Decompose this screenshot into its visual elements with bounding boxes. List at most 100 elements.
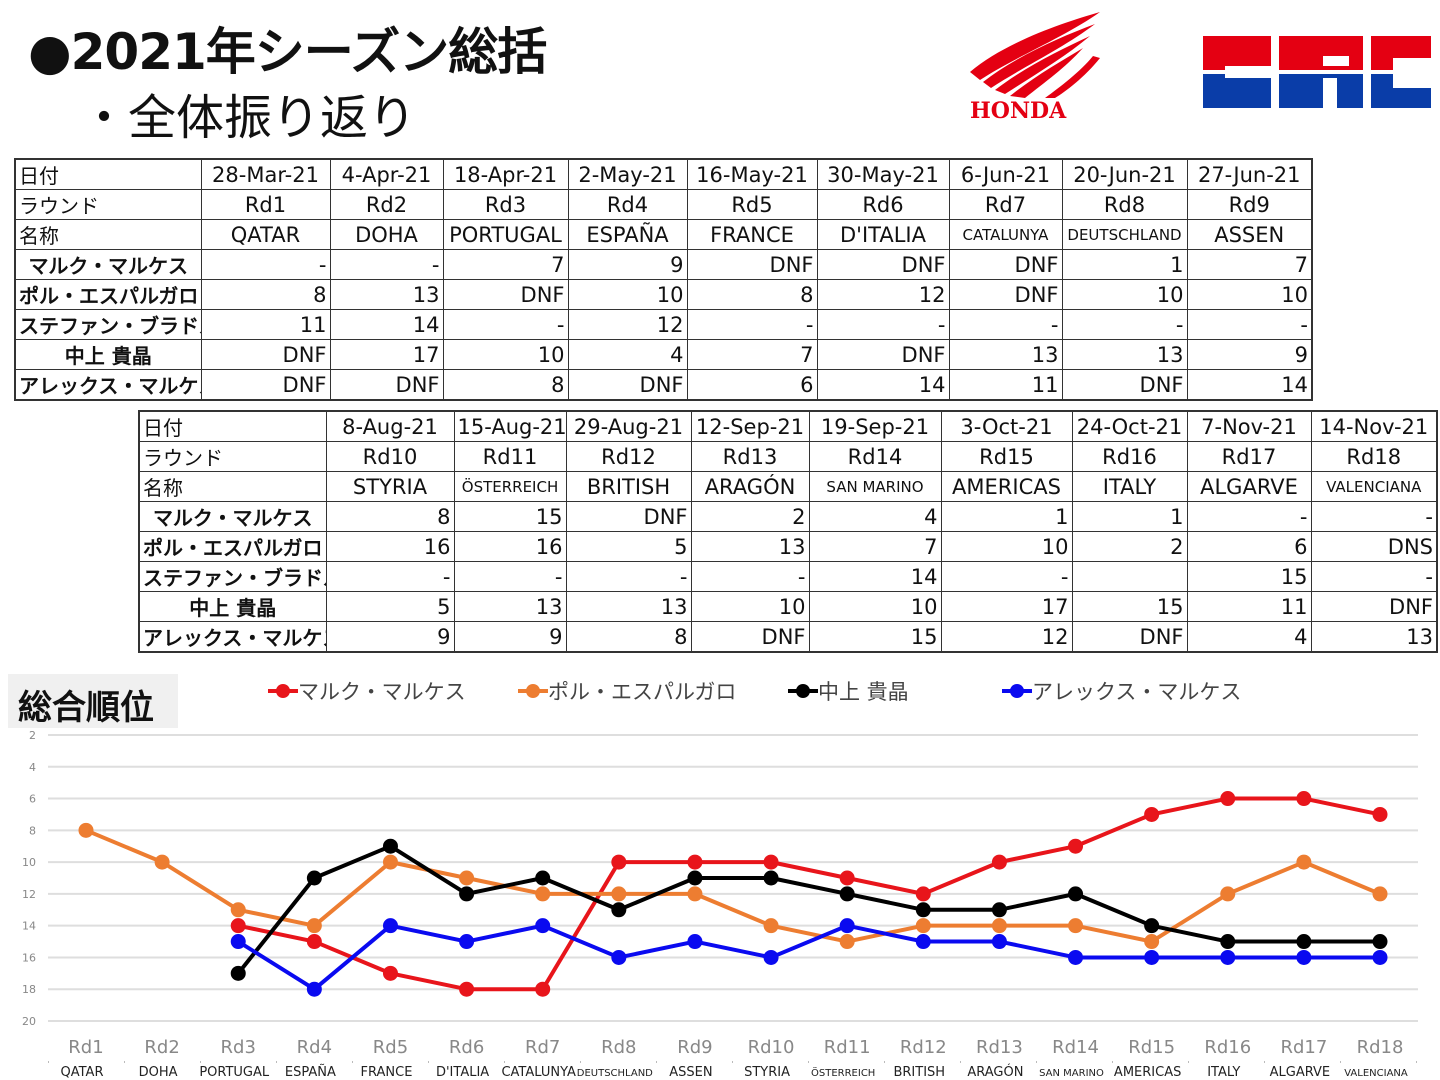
name-cell: ASSEN — [1186, 219, 1313, 250]
data-point — [306, 918, 322, 934]
rider-row: 中上 貴晶 5 13 13 10 10 17 15 11 DNF — [138, 591, 1438, 622]
result-cell: 12 — [940, 621, 1073, 653]
result-cell: 4 — [1186, 621, 1312, 653]
data-point — [306, 981, 322, 997]
x-tick-label: Rd5 — [373, 1037, 408, 1058]
result-cell: 10 — [567, 279, 688, 310]
result-cell: 8 — [565, 621, 692, 653]
x-category-name: ESPAÑA — [285, 1064, 336, 1080]
rider-row: アレックス・マルケス 9 9 8 DNF 15 12 DNF 4 13 — [138, 621, 1438, 653]
x-tick-label: Rd4 — [297, 1037, 332, 1058]
result-cell: 14 — [1186, 369, 1313, 401]
data-point — [382, 838, 398, 854]
x-category-name: SAN MARINO — [1039, 1068, 1104, 1079]
date-cell: 16-May-21 — [686, 158, 818, 190]
data-point — [230, 902, 246, 918]
result-cell: 1 — [1061, 249, 1188, 280]
result-cell: 15 — [1071, 591, 1188, 622]
round-cell: Rd14 — [808, 441, 942, 472]
data-point — [991, 902, 1007, 918]
data-point — [535, 870, 551, 886]
name-cell: BRITISH — [565, 471, 692, 502]
x-tick-label: Rd18 — [1357, 1037, 1404, 1058]
data-point — [915, 918, 931, 934]
data-point — [763, 854, 779, 870]
result-cell: 10 — [808, 591, 942, 622]
data-point — [1144, 949, 1160, 965]
legend-item: マルク・マルケス — [268, 676, 466, 706]
legend-marker-icon — [518, 684, 548, 698]
data-point — [915, 902, 931, 918]
result-cell: 16 — [453, 531, 567, 562]
x-category-name: ÖSTERREICH — [811, 1066, 875, 1079]
data-point — [459, 870, 475, 886]
data-point — [1372, 886, 1388, 902]
name-cell: D'ITALIA — [816, 219, 950, 250]
date-cell: 3-Oct-21 — [940, 410, 1073, 442]
data-point — [1068, 886, 1084, 902]
chart-title-box — [8, 674, 178, 728]
result-cell: 8 — [686, 279, 818, 310]
result-cell: 10 — [690, 591, 810, 622]
result-cell: 5 — [565, 531, 692, 562]
round-cell: Rd10 — [325, 441, 455, 472]
y-tick-label: 18 — [22, 983, 36, 996]
result-cell: 8 — [442, 369, 569, 401]
x-tick-label: Rd9 — [677, 1037, 712, 1058]
series-line-0 — [237, 796, 1381, 992]
x-category-name: QATAR — [61, 1065, 104, 1080]
x-tick-label: Rd6 — [449, 1037, 484, 1058]
data-point — [763, 918, 779, 934]
result-cell: - — [1186, 501, 1312, 532]
x-category-name: D'ITALIA — [436, 1065, 489, 1080]
date-cell: 27-Jun-21 — [1186, 158, 1313, 190]
x-category-name: CATALUNYA — [501, 1065, 576, 1080]
hrc-logo — [1203, 36, 1431, 110]
name-cell: ÖSTERREICH — [453, 471, 567, 502]
data-point — [763, 870, 779, 886]
result-cell: 13 — [453, 591, 567, 622]
result-cell: - — [940, 561, 1073, 592]
data-point — [382, 965, 398, 981]
data-point — [611, 854, 627, 870]
result-cell: DNF — [442, 279, 569, 310]
result-cell: 6 — [1186, 531, 1312, 562]
result-cell: 9 — [453, 621, 567, 653]
result-cell: - — [1310, 561, 1438, 592]
result-cell: - — [329, 249, 444, 280]
rider-name: マルク・マルケス — [14, 249, 202, 280]
rider-row: アレックス・マルケス DNF DNF 8 DNF 6 14 11 DNF 14 — [14, 369, 1313, 401]
result-cell: 8 — [325, 501, 455, 532]
rider-name: アレックス・マルケス — [138, 621, 327, 653]
slide-subtitle: ・全体振り返り — [80, 90, 417, 146]
data-point — [687, 870, 703, 886]
rider-name: ポル・エスパルガロ — [14, 279, 202, 310]
result-cell: - — [453, 561, 567, 592]
result-cell: 2 — [690, 501, 810, 532]
data-point — [1220, 791, 1236, 807]
data-point — [1068, 918, 1084, 934]
date-cell: 18-Apr-21 — [442, 158, 569, 190]
data-point — [459, 934, 475, 950]
round-cell: Rd2 — [329, 189, 444, 220]
data-point — [1144, 934, 1160, 950]
x-tick-label: Rd3 — [221, 1037, 256, 1058]
name-cell: SAN MARINO — [808, 471, 942, 502]
date-cell: 19-Sep-21 — [808, 410, 942, 442]
honda-logo: HONDA — [970, 12, 1100, 122]
header-row-dates: 日付 8-Aug-21 15-Aug-21 29-Aug-21 12-Sep-21 19-… — [138, 410, 1438, 442]
data-point — [230, 918, 246, 934]
x-category-name: VALENCIANA — [1344, 1068, 1408, 1079]
data-point — [382, 854, 398, 870]
data-point — [763, 949, 779, 965]
result-cell: DNF — [816, 339, 950, 370]
result-cell: 15 — [808, 621, 942, 653]
data-point — [991, 918, 1007, 934]
round-cell: Rd3 — [442, 189, 569, 220]
x-category-name: PORTUGAL — [199, 1065, 270, 1080]
x-category-name: FRANCE — [361, 1065, 413, 1080]
result-cell: 12 — [816, 279, 950, 310]
data-point — [1372, 806, 1388, 822]
chart-title: 総合順位 — [18, 688, 154, 728]
